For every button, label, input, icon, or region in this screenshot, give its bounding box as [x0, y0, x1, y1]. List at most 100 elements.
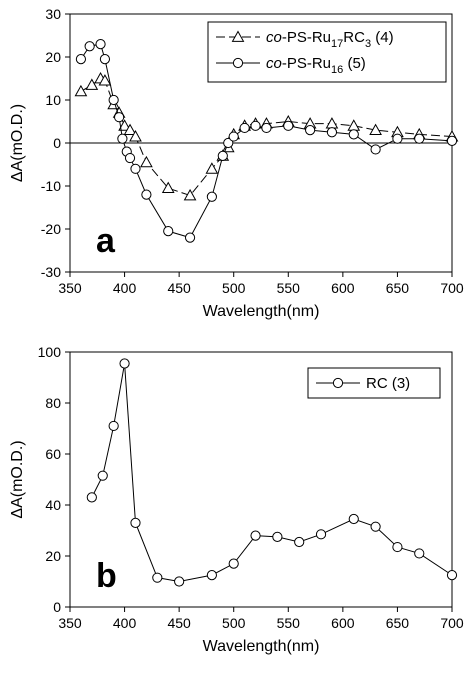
data-point — [141, 189, 152, 200]
data-point — [283, 120, 294, 131]
x-tick-label: 350 — [58, 280, 82, 296]
x-axis-title: Wavelength(nm) — [203, 303, 320, 320]
x-tick-label: 400 — [113, 280, 137, 296]
x-tick-label: 600 — [331, 615, 355, 631]
data-point — [446, 570, 458, 581]
data-point — [228, 558, 239, 569]
x-tick-label: 650 — [386, 280, 410, 296]
data-point — [129, 130, 142, 142]
data-point — [118, 119, 131, 131]
data-point — [305, 125, 316, 136]
x-tick-label: 700 — [440, 280, 464, 296]
x-tick-label: 600 — [331, 280, 355, 296]
data-point — [124, 152, 136, 164]
panel-label: a — [96, 222, 116, 260]
data-point — [369, 123, 382, 135]
data-point — [108, 420, 119, 432]
y-axis-title: ΔA(mO.D.) — [9, 104, 26, 182]
data-point — [348, 129, 359, 140]
data-point — [347, 119, 361, 131]
x-axis-title: Wavelength(nm) — [203, 638, 320, 655]
y-tick-label: -10 — [41, 178, 61, 194]
data-point — [250, 530, 261, 541]
legend-marker — [231, 30, 245, 42]
data-point — [205, 162, 219, 174]
data-point — [294, 536, 305, 548]
y-tick-label: 10 — [45, 92, 61, 108]
data-point — [223, 137, 234, 149]
plot-frame — [69, 351, 453, 608]
chart-panel-a: 350 400 450 500 550 600 650 700 -30 -20 -10 0 10 20 30… — [9, 6, 464, 320]
y-tick-label: 40 — [45, 497, 61, 513]
data-point — [239, 122, 250, 134]
y-axis-title: ΔA(mO.D.) — [9, 440, 26, 518]
data-point — [123, 123, 137, 135]
data-point — [99, 54, 111, 65]
data-point — [315, 529, 327, 540]
data-point — [152, 572, 163, 583]
data-point — [261, 122, 272, 134]
data-point — [97, 470, 108, 481]
data-point — [414, 133, 425, 144]
x-tick-label: 450 — [167, 615, 191, 631]
legend-label: RC (3) — [366, 375, 410, 392]
y-tick-label: 60 — [45, 446, 61, 462]
data-point — [370, 144, 381, 155]
data-point — [206, 191, 217, 202]
chart-panel-b: 350 400 450 500 550 600 650 700 0 20 40 60 80 100 Wave… — [9, 344, 464, 655]
y-tick-label: 30 — [45, 6, 61, 22]
data-point — [392, 541, 403, 553]
data-point — [98, 74, 112, 86]
x-tick-label: 700 — [440, 615, 464, 631]
data-point — [84, 41, 95, 52]
data-point — [161, 181, 175, 194]
data-point — [446, 135, 458, 146]
data-point — [392, 133, 403, 144]
data-point — [326, 127, 338, 138]
data-point — [325, 117, 339, 129]
data-point — [272, 531, 283, 542]
data-point — [217, 150, 228, 161]
data-point — [206, 570, 217, 581]
data-point — [117, 133, 128, 144]
y-tick-label: -30 — [41, 264, 61, 280]
x-tick-label: 550 — [277, 280, 301, 296]
x-tick-label: 550 — [277, 615, 301, 631]
x-tick-label: 500 — [222, 615, 246, 631]
data-point — [130, 163, 141, 174]
data-point — [228, 131, 239, 142]
data-point — [86, 492, 97, 503]
y-tick-label: 20 — [45, 548, 61, 564]
data-point — [108, 94, 119, 106]
y-tick-label: 100 — [38, 344, 62, 360]
y-tick-label: 0 — [53, 135, 61, 151]
data-point — [163, 226, 174, 237]
data-point — [119, 358, 130, 369]
legend-label: co-PS-Ru17RC3 (4) — [266, 29, 394, 50]
legend-marker — [332, 377, 344, 389]
x-tick-label: 350 — [58, 615, 82, 631]
y-tick-label: 20 — [45, 49, 61, 65]
data-point — [174, 576, 185, 587]
series-0 — [86, 358, 458, 587]
x-tick-label: 500 — [222, 280, 246, 296]
series-1 — [75, 39, 458, 243]
data-point — [75, 54, 87, 65]
y-tick-label: -20 — [41, 221, 61, 237]
y-tick-label: 80 — [45, 395, 61, 411]
panel-label: b — [96, 557, 117, 595]
legend-marker — [232, 57, 244, 69]
data-point — [414, 548, 425, 559]
y-tick-label: 0 — [53, 599, 61, 615]
data-point — [130, 517, 141, 528]
data-point — [183, 188, 197, 201]
data-point — [250, 120, 261, 131]
x-tick-label: 650 — [386, 615, 410, 631]
data-point — [74, 84, 88, 97]
data-point — [370, 521, 381, 532]
data-point — [184, 232, 196, 243]
x-tick-label: 450 — [167, 280, 191, 296]
series-line — [80, 43, 453, 239]
data-point — [85, 78, 99, 90]
